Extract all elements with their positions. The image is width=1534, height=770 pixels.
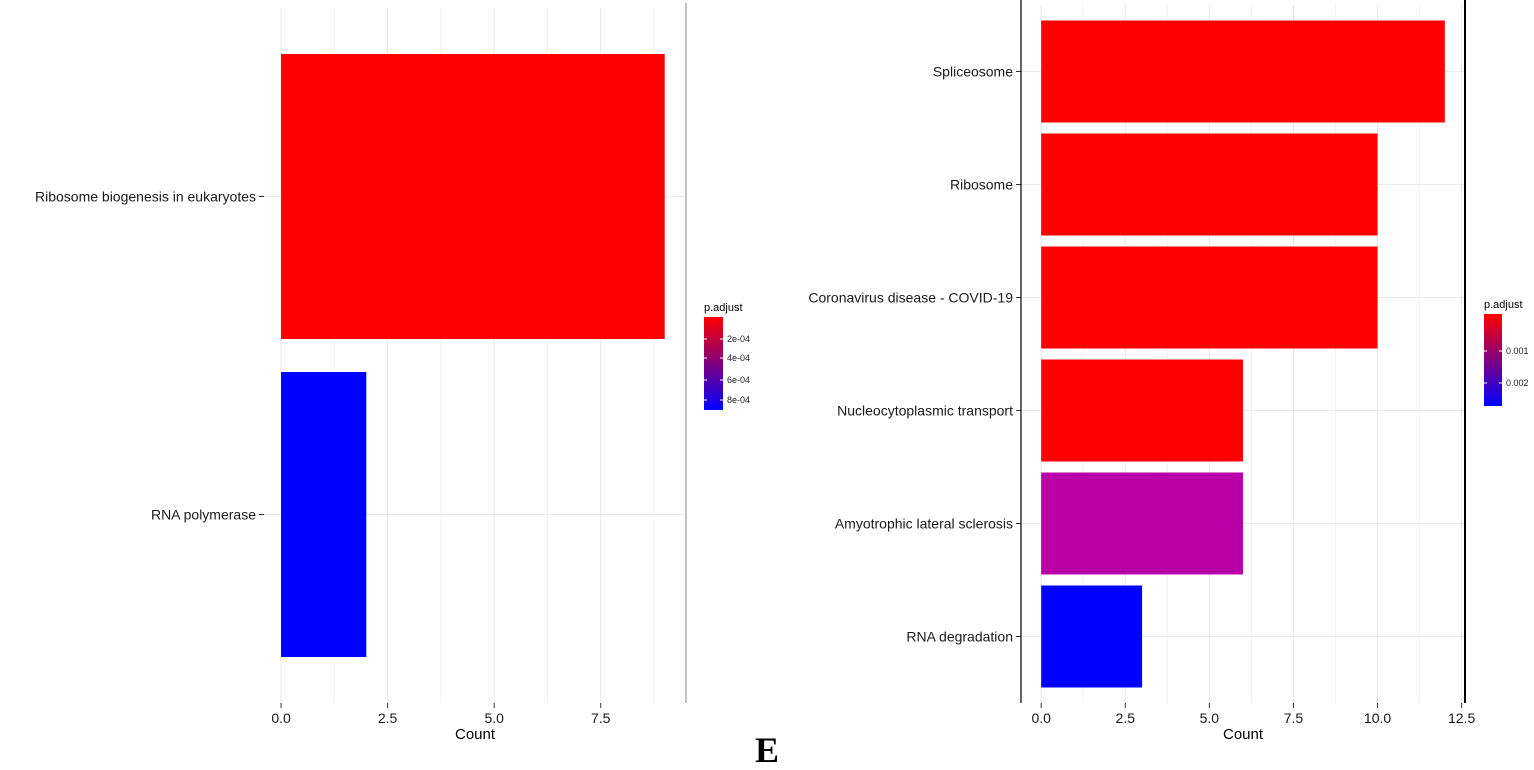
bar-4: [1041, 359, 1243, 462]
x-tick-label: 12.5: [1448, 710, 1475, 726]
y-tick-label: Nucleocytoplasmic transport: [837, 403, 1013, 419]
x-axis-title: Count: [455, 726, 496, 743]
legend-label: 0.001: [1506, 346, 1529, 356]
x-tick-label: 5.0: [484, 710, 504, 726]
legend-colorbar: [704, 317, 723, 410]
legend-label: 4e-04: [727, 353, 750, 363]
x-tick-label: 7.5: [1284, 710, 1304, 726]
x-tick-label: 10.0: [1364, 710, 1391, 726]
y-tick-label: Ribosome: [950, 177, 1013, 193]
legend-label: 0.002: [1506, 378, 1529, 388]
x-tick-label: 7.5: [591, 710, 611, 726]
y-tick-label: RNA degradation: [906, 629, 1013, 645]
x-tick-label: 0.0: [1031, 710, 1051, 726]
bar-5: [1041, 472, 1243, 575]
x-tick-label: 5.0: [1200, 710, 1220, 726]
legend-colorbar: [1484, 314, 1502, 406]
y-tick-label: Coronavirus disease - COVID-19: [808, 290, 1013, 306]
bar-2: [281, 372, 367, 657]
x-tick-label: 2.5: [378, 710, 398, 726]
x-tick-label: 2.5: [1116, 710, 1136, 726]
y-tick-label: Ribosome biogenesis in eukaryotes: [35, 189, 256, 205]
legend-title: p.adjust: [1484, 299, 1523, 311]
bar-1: [281, 54, 665, 339]
legend-title: p.adjust: [704, 302, 743, 314]
bar-3: [1041, 246, 1378, 349]
y-tick-label: Spliceosome: [933, 64, 1013, 80]
legend-label: 8e-04: [727, 395, 750, 405]
bar-2: [1041, 133, 1378, 236]
x-axis-title: Count: [1223, 726, 1264, 743]
y-tick-label: Amyotrophic lateral sclerosis: [835, 516, 1013, 532]
bar-1: [1041, 20, 1445, 123]
y-tick-label: RNA polymerase: [151, 507, 256, 523]
legend-label: 2e-04: [727, 334, 750, 344]
legend-label: 6e-04: [727, 375, 750, 385]
bar-6: [1041, 585, 1143, 688]
panel-label: E: [754, 730, 779, 770]
x-tick-label: 0.0: [271, 710, 291, 726]
